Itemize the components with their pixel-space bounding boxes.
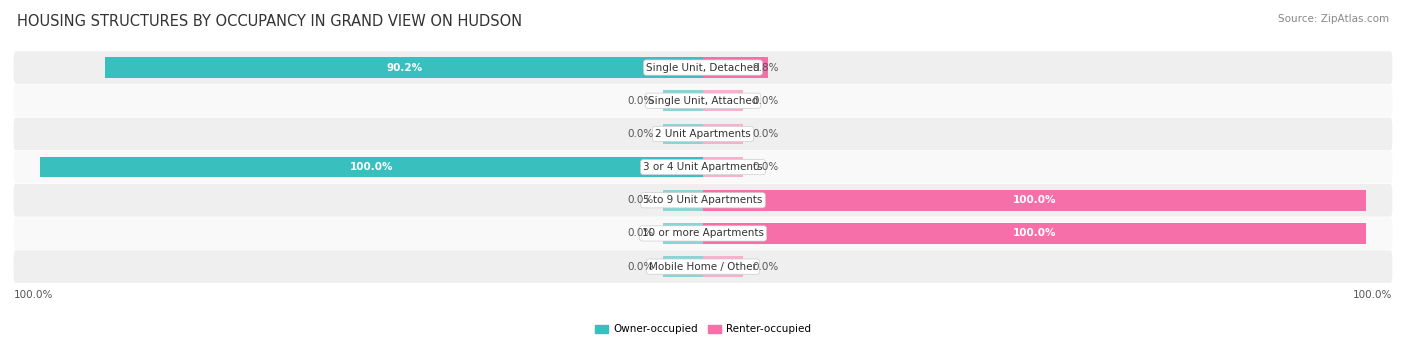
Bar <box>664 223 703 244</box>
FancyBboxPatch shape <box>14 85 1392 117</box>
Bar <box>664 190 703 210</box>
Text: 0.0%: 0.0% <box>627 129 654 139</box>
Bar <box>703 57 768 78</box>
FancyBboxPatch shape <box>14 250 1392 283</box>
Text: 100.0%: 100.0% <box>1353 290 1392 300</box>
Bar <box>41 157 703 177</box>
Text: 0.0%: 0.0% <box>627 96 654 106</box>
Text: 100.0%: 100.0% <box>14 290 53 300</box>
FancyBboxPatch shape <box>14 217 1392 250</box>
Bar <box>703 223 1365 244</box>
Text: 5 to 9 Unit Apartments: 5 to 9 Unit Apartments <box>644 195 762 205</box>
Text: 90.2%: 90.2% <box>387 62 422 73</box>
Text: Source: ZipAtlas.com: Source: ZipAtlas.com <box>1278 14 1389 24</box>
Text: Mobile Home / Other: Mobile Home / Other <box>650 262 756 272</box>
Legend: Owner-occupied, Renter-occupied: Owner-occupied, Renter-occupied <box>591 320 815 339</box>
Bar <box>105 57 703 78</box>
Text: Single Unit, Detached: Single Unit, Detached <box>647 62 759 73</box>
Text: 0.0%: 0.0% <box>627 228 654 238</box>
Text: 0.0%: 0.0% <box>752 129 779 139</box>
Text: 3 or 4 Unit Apartments: 3 or 4 Unit Apartments <box>643 162 763 172</box>
Text: 0.0%: 0.0% <box>752 262 779 272</box>
FancyBboxPatch shape <box>14 118 1392 150</box>
Bar <box>703 157 742 177</box>
Text: 9.8%: 9.8% <box>752 62 779 73</box>
Text: 0.0%: 0.0% <box>627 195 654 205</box>
Bar <box>703 190 1365 210</box>
FancyBboxPatch shape <box>14 151 1392 183</box>
Text: 10 or more Apartments: 10 or more Apartments <box>643 228 763 238</box>
Text: 2 Unit Apartments: 2 Unit Apartments <box>655 129 751 139</box>
Text: HOUSING STRUCTURES BY OCCUPANCY IN GRAND VIEW ON HUDSON: HOUSING STRUCTURES BY OCCUPANCY IN GRAND… <box>17 14 522 29</box>
Text: 0.0%: 0.0% <box>752 162 779 172</box>
FancyBboxPatch shape <box>14 184 1392 217</box>
Bar <box>664 124 703 144</box>
Text: 100.0%: 100.0% <box>350 162 394 172</box>
FancyBboxPatch shape <box>14 51 1392 84</box>
Text: 100.0%: 100.0% <box>1012 195 1056 205</box>
Text: 0.0%: 0.0% <box>752 96 779 106</box>
Text: 100.0%: 100.0% <box>1012 228 1056 238</box>
Bar <box>664 90 703 111</box>
Bar <box>703 124 742 144</box>
Text: Single Unit, Attached: Single Unit, Attached <box>648 96 758 106</box>
Bar <box>703 90 742 111</box>
Bar <box>703 256 742 277</box>
Text: 0.0%: 0.0% <box>627 262 654 272</box>
Bar <box>664 256 703 277</box>
